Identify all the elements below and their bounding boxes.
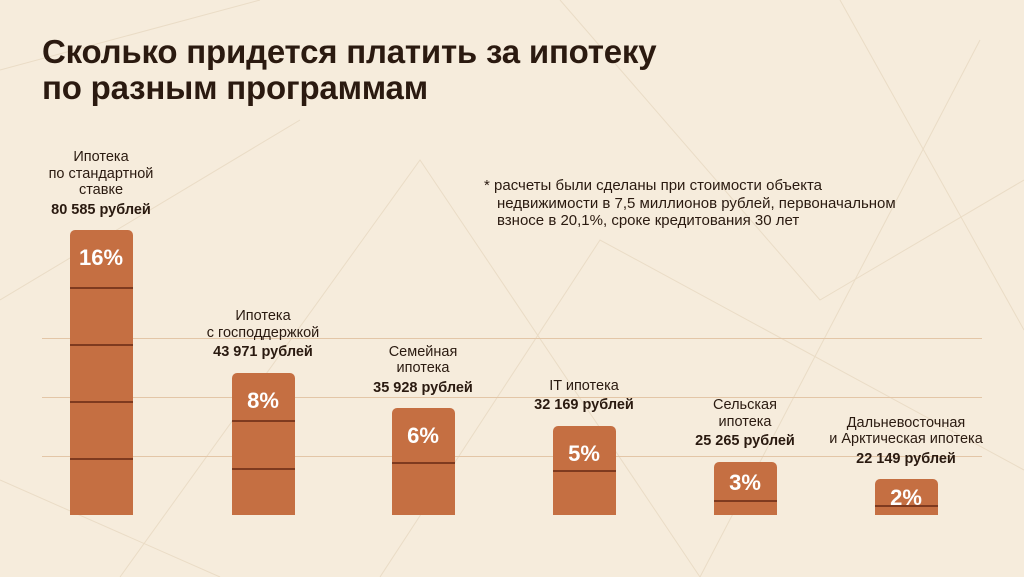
category-name-line: Семейная (388, 343, 458, 360)
bar: 6% (391, 408, 455, 515)
bar-value-label: 3% (729, 470, 761, 496)
bar-value-label: 2% (890, 484, 922, 510)
bar-value-label: 5% (568, 440, 600, 466)
category-name-line: ипотека (718, 413, 772, 430)
bar-divider (231, 467, 295, 470)
bar: 2% (874, 479, 938, 515)
bar-divider (69, 458, 133, 460)
gridline (42, 455, 982, 457)
bar-divider (69, 287, 133, 289)
monthly-payment: 35 928 рублей (373, 379, 473, 396)
category-name-line: ипотека (396, 360, 450, 377)
monthly-payment: 25 265 рублей (695, 433, 795, 450)
bar: 5% (552, 425, 616, 515)
bar-value-label: 8% (247, 387, 279, 413)
bar: 16% (69, 230, 133, 515)
footnote: * расчеты были сделаны при стоимости объ… (484, 177, 984, 230)
category-name-line: с господдержкой (206, 324, 320, 341)
category-name-line: Сельская (713, 397, 777, 414)
category-name-line: IT ипотека (549, 377, 619, 394)
bar-value-label: 16% (78, 245, 124, 270)
bar-divider (231, 420, 295, 422)
monthly-payment: 80 585 рублей (51, 201, 151, 218)
bar-divider (69, 344, 133, 346)
monthly-payment: 22 149 рублей (856, 450, 956, 467)
footnote-line-3: взносе в 20,1%, сроке кредитования 30 ле… (497, 212, 800, 229)
monthly-payment: 32 169 рублей (534, 397, 634, 414)
bar-value-label: 6% (407, 423, 439, 449)
category-label: IT ипотека 32 169 рублей (484, 378, 684, 414)
category-label: Семейная ипотека 35 928 рублей (323, 344, 523, 397)
category-name-line: Ипотека (235, 308, 291, 324)
bar: 3% (713, 461, 777, 515)
bar-divider (552, 470, 616, 473)
gridline (42, 337, 982, 339)
footnote-line-1: * расчеты были сделаны при стоимости объ… (484, 177, 823, 194)
category-label: Дальневосточная и Арктическая ипотека 22 1… (806, 415, 1006, 468)
title-line-1: Сколько придется платить за ипотеку (42, 33, 657, 70)
category-label: Ипотека с господдержкой 43 971 рублей (163, 308, 363, 361)
footnote-line-2: недвижимости в 7,5 миллионов рублей, пер… (497, 194, 896, 212)
bar-divider (391, 461, 455, 464)
bar-divider (713, 500, 777, 503)
bar-divider (874, 505, 938, 508)
category-name-line: Дальневосточная (846, 414, 966, 431)
category-name-line: ставке (78, 182, 124, 198)
bar-divider (69, 401, 133, 403)
category-name-line: Ипотека (73, 149, 129, 165)
title-line-2: по разным программам (42, 69, 428, 106)
gridline (42, 396, 982, 398)
page-title: Сколько придется платить за ипотеку по р… (42, 33, 657, 106)
category-label: Ипотека по стандартной ставке 80 585 рублей (1, 149, 201, 218)
monthly-payment: 43 971 рублей (213, 344, 313, 360)
category-name-line: и Арктическая ипотека (829, 431, 983, 448)
category-name-line: по стандартной (48, 165, 154, 182)
bar: 8% (231, 372, 295, 515)
category-label: Сельская ипотека 25 265 рублей (645, 397, 845, 450)
